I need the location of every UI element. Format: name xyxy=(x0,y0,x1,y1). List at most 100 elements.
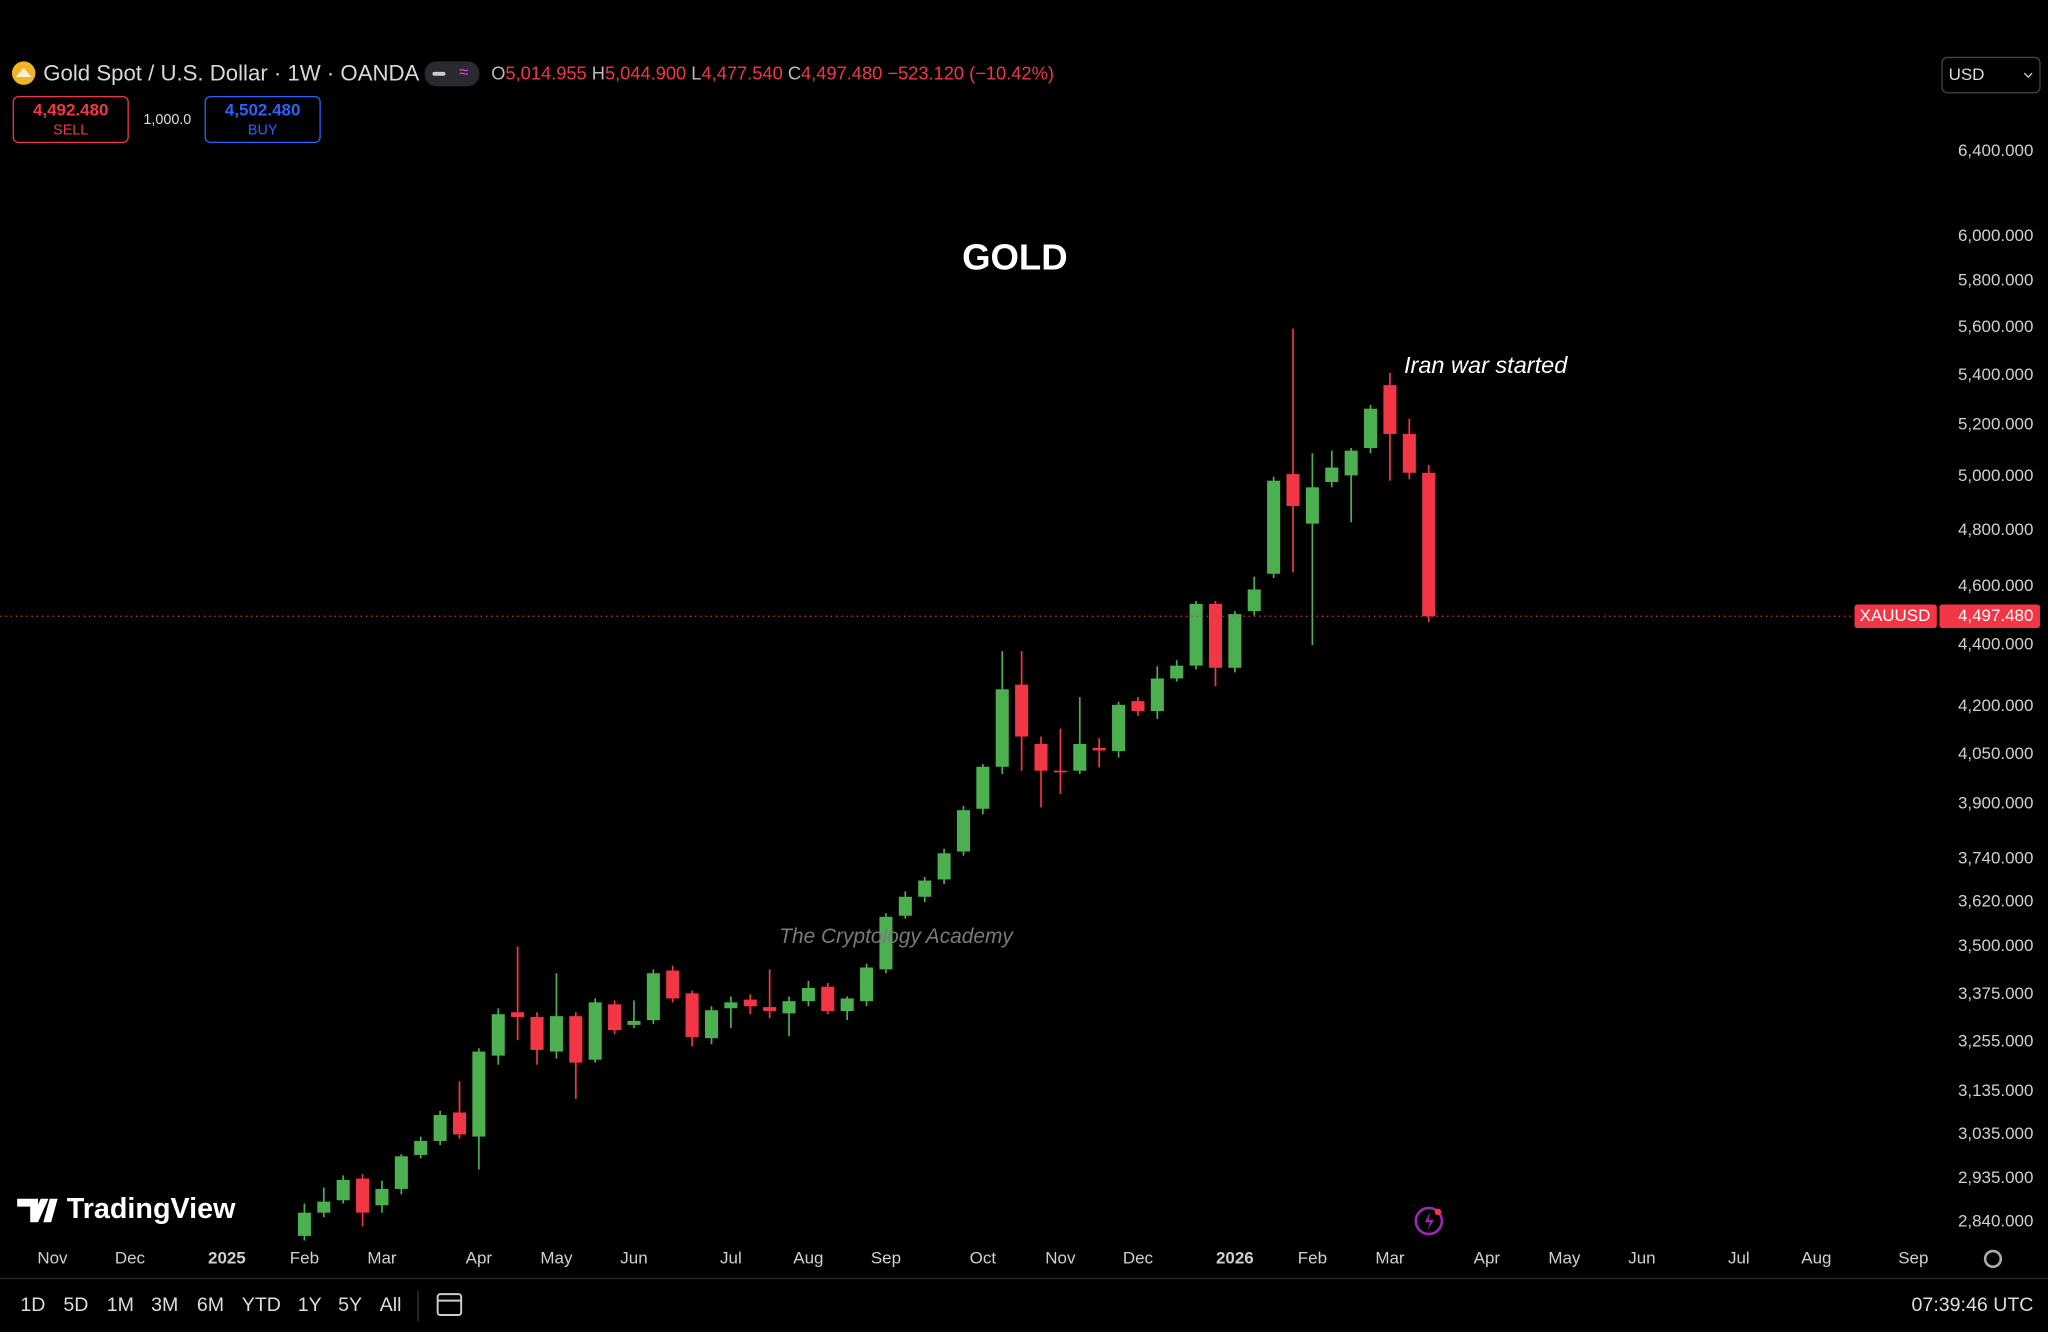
candle-body xyxy=(1131,701,1145,712)
symbol-label: XAUUSD xyxy=(1860,606,1931,625)
candle-body xyxy=(356,1178,370,1213)
calendar-icon[interactable] xyxy=(436,1293,463,1317)
candle-body xyxy=(1208,603,1223,668)
candle-body xyxy=(511,1012,525,1017)
y-tick-label: 4,400.000 xyxy=(1958,635,2034,654)
ohlc-label: H xyxy=(592,62,605,83)
candle-body xyxy=(588,1002,602,1060)
range-button[interactable]: 1Y xyxy=(298,1294,322,1316)
x-tick-label: May xyxy=(540,1248,573,1267)
plot-area xyxy=(0,328,1936,1241)
candle-body xyxy=(394,1156,408,1189)
range-button[interactable]: YTD xyxy=(242,1294,281,1316)
logo-icon xyxy=(17,1198,58,1223)
candle-body xyxy=(821,986,835,1012)
ohlc-value: 5,014.955 xyxy=(505,62,586,83)
x-tick-label: Jul xyxy=(720,1248,742,1267)
change: −523.120 (−10.42%) xyxy=(887,62,1054,83)
candle-body xyxy=(1170,665,1184,679)
candle-body xyxy=(1247,589,1261,612)
candle-body xyxy=(336,1179,350,1201)
last-price-label-bg xyxy=(1939,604,2040,629)
candle-body xyxy=(472,1051,486,1137)
alert-icon-bolt xyxy=(1424,1211,1435,1231)
candle-body xyxy=(433,1115,447,1141)
candle-body xyxy=(724,1002,738,1009)
y-tick-label: 4,600.000 xyxy=(1958,576,2034,595)
status-pill[interactable] xyxy=(424,61,480,87)
y-tick-label: 4,200.000 xyxy=(1958,696,2034,715)
range-button[interactable]: 5Y xyxy=(338,1294,362,1316)
symbol-name[interactable]: Gold Spot / U.S. Dollar · 1W · OANDA xyxy=(43,60,419,85)
alert-icon[interactable] xyxy=(1414,1206,1444,1236)
candle-body xyxy=(1034,743,1048,771)
candle-body xyxy=(1228,614,1242,668)
candle-body xyxy=(1344,450,1358,476)
range-button[interactable]: 6M xyxy=(197,1294,224,1316)
ohlc-value: 4,477.540 xyxy=(701,62,782,83)
range-button[interactable]: 1M xyxy=(107,1294,134,1316)
candle-body xyxy=(782,1001,796,1014)
y-tick-label: 6,400.000 xyxy=(1958,141,2034,160)
ohlc-value: 4,497.480 xyxy=(801,62,882,83)
x-tick-label: Jun xyxy=(620,1248,647,1267)
x-tick-label: Oct xyxy=(970,1248,997,1267)
ohlc-values: O5,014.955 H5,044.900 L4,477.540 C4,497.… xyxy=(491,62,1054,83)
candle-body xyxy=(627,1020,641,1025)
candle-body xyxy=(1112,704,1126,752)
y-tick-label: 6,000.000 xyxy=(1958,226,2034,245)
y-tick-label: 4,050.000 xyxy=(1958,744,2034,763)
x-tick-label: Aug xyxy=(1801,1248,1831,1267)
currency-select[interactable] xyxy=(1941,56,2041,94)
y-tick-label: 3,900.000 xyxy=(1958,794,2034,813)
x-tick-label: Mar xyxy=(367,1248,397,1267)
candle-body xyxy=(704,1010,719,1039)
clock: 07:39:46 UTC xyxy=(1912,1294,2034,1316)
range-button[interactable]: 5D xyxy=(63,1294,88,1316)
candle-body xyxy=(1286,474,1300,507)
y-tick-label: 3,740.000 xyxy=(1958,849,2034,868)
status-pill-icon: ≈ xyxy=(459,63,468,82)
buy-label: BUY xyxy=(248,122,278,138)
candle-body xyxy=(646,973,660,1021)
quantity[interactable]: 1,000.0 xyxy=(143,112,191,128)
x-tick-label: Dec xyxy=(1123,1248,1154,1267)
x-tick-label: Feb xyxy=(290,1248,319,1267)
x-tick-label: Jun xyxy=(1628,1248,1655,1267)
y-tick-label: 5,200.000 xyxy=(1958,415,2034,434)
candle-body xyxy=(297,1212,311,1236)
candle-body xyxy=(1422,472,1436,617)
candle-body xyxy=(956,810,971,852)
candle-body xyxy=(1150,678,1164,712)
x-tick-label: Apr xyxy=(466,1248,493,1267)
buy-button[interactable] xyxy=(204,95,321,143)
y-tick-label: 5,600.000 xyxy=(1958,317,2034,336)
settings-icon[interactable] xyxy=(1983,1249,2003,1269)
y-tick-label: 3,135.000 xyxy=(1958,1081,2034,1100)
logo-text: TradingView xyxy=(67,1193,236,1225)
range-button[interactable]: 1D xyxy=(20,1294,45,1316)
ohlc-label: C xyxy=(788,62,801,83)
candle-body xyxy=(1383,385,1397,434)
price-axis: 6,400.000 6,000.000 5,800.000 5,600.000 5,40… xyxy=(1854,141,2040,1230)
symbol-label-bg xyxy=(1854,604,1937,629)
candle-body xyxy=(763,1007,777,1012)
candle-body xyxy=(491,1014,505,1056)
candle-body xyxy=(1402,433,1416,473)
candle-body xyxy=(879,916,893,970)
chart-title: GOLD xyxy=(962,237,1068,278)
ohlc-value: 5,044.900 xyxy=(605,62,686,83)
y-tick-label: 3,620.000 xyxy=(1958,892,2034,911)
candle-body xyxy=(1364,408,1378,449)
candle-body xyxy=(840,998,854,1012)
toolbar: 1D 5D 1M 3M 6M YTD 1Y 5Y All xyxy=(20,1294,401,1316)
candle-body xyxy=(898,896,912,916)
candle-body xyxy=(666,970,680,999)
candle-body xyxy=(1092,747,1106,751)
sell-button[interactable] xyxy=(12,95,129,143)
range-button[interactable]: 3M xyxy=(151,1294,178,1316)
range-button[interactable]: All xyxy=(380,1294,402,1316)
y-tick-label: 3,500.000 xyxy=(1958,936,2034,955)
